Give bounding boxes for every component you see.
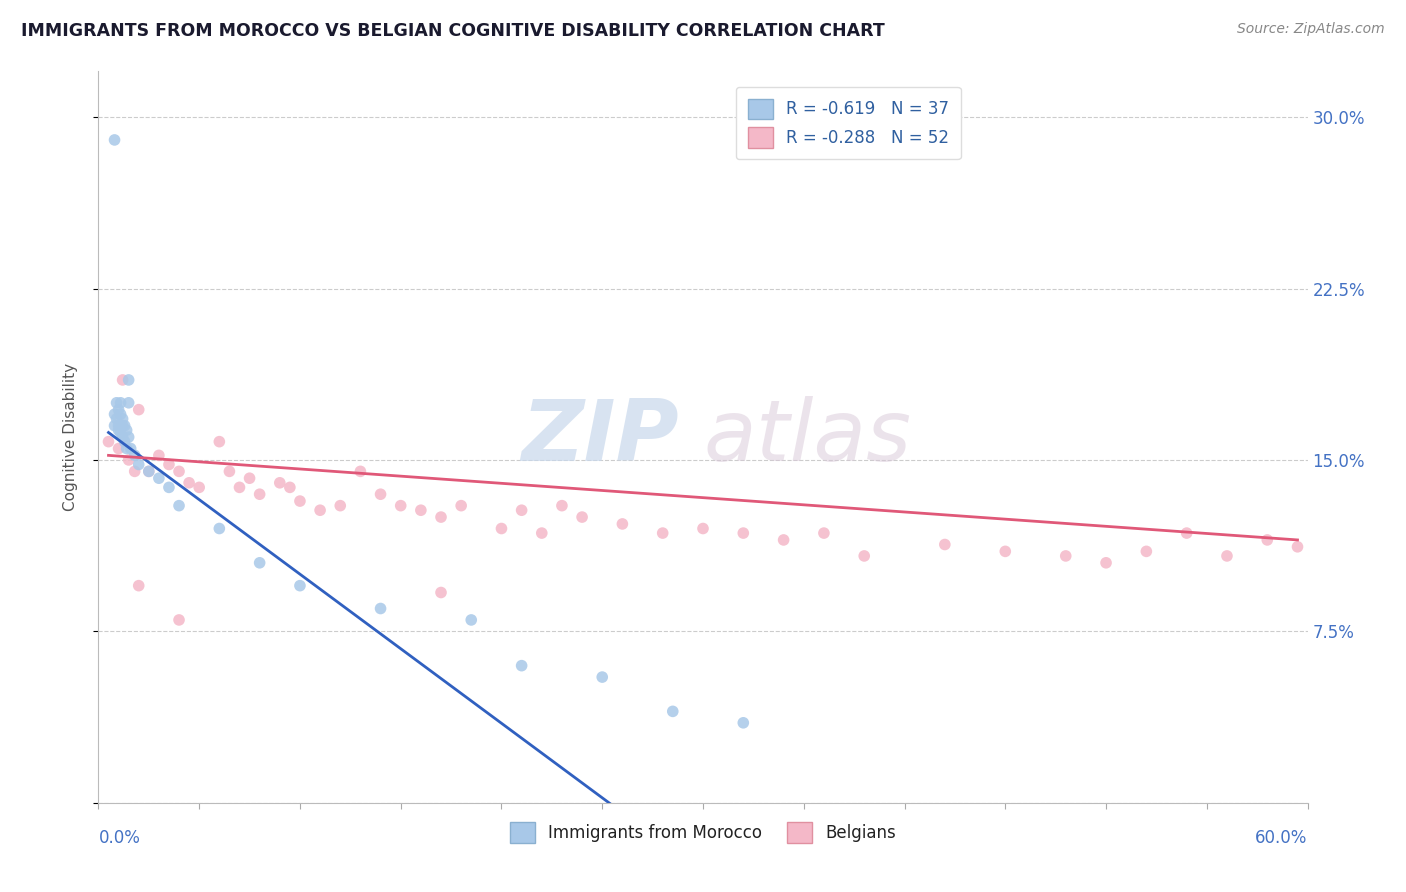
Point xyxy=(1216,549,1239,563)
Point xyxy=(124,464,146,478)
Point xyxy=(167,499,190,513)
Point xyxy=(105,412,128,426)
Point xyxy=(1256,533,1278,547)
Point xyxy=(551,499,574,513)
Point xyxy=(239,471,262,485)
Point xyxy=(110,425,132,440)
Point xyxy=(349,464,371,478)
Point xyxy=(571,510,593,524)
Point xyxy=(118,430,141,444)
Y-axis label: Cognitive Disability: Cognitive Disability xyxy=(63,363,77,511)
Point xyxy=(208,521,231,535)
Point xyxy=(370,487,392,501)
Text: IMMIGRANTS FROM MOROCCO VS BELGIAN COGNITIVE DISABILITY CORRELATION CHART: IMMIGRANTS FROM MOROCCO VS BELGIAN COGNI… xyxy=(21,22,884,40)
Point xyxy=(309,503,332,517)
Text: 0.0%: 0.0% xyxy=(98,829,141,847)
Point xyxy=(813,526,835,541)
Point xyxy=(278,480,301,494)
Point xyxy=(118,396,141,410)
Point xyxy=(370,601,392,615)
Point xyxy=(934,537,956,551)
Point xyxy=(107,402,129,417)
Point xyxy=(148,449,170,463)
Point xyxy=(389,499,412,513)
Point xyxy=(105,396,128,410)
Point xyxy=(138,464,160,478)
Point xyxy=(460,613,482,627)
Point xyxy=(107,442,129,456)
Point xyxy=(288,579,311,593)
Point xyxy=(114,418,136,433)
Point xyxy=(510,503,533,517)
Point xyxy=(612,516,634,531)
Point xyxy=(269,475,291,490)
Point xyxy=(530,526,553,541)
Point xyxy=(128,579,150,593)
Text: atlas: atlas xyxy=(703,395,911,479)
Point xyxy=(994,544,1017,558)
Point xyxy=(288,494,311,508)
Point xyxy=(110,396,132,410)
Point xyxy=(1286,540,1309,554)
Point xyxy=(772,533,794,547)
Point xyxy=(114,434,136,449)
Point xyxy=(591,670,613,684)
Point xyxy=(1054,549,1077,563)
Point xyxy=(179,475,201,490)
Point xyxy=(107,418,129,433)
Text: Source: ZipAtlas.com: Source: ZipAtlas.com xyxy=(1237,22,1385,37)
Point xyxy=(733,715,755,730)
Point xyxy=(115,423,138,437)
Point xyxy=(118,453,141,467)
Point xyxy=(103,418,125,433)
Point xyxy=(124,449,146,463)
Point xyxy=(107,423,129,437)
Point xyxy=(111,373,134,387)
Text: 60.0%: 60.0% xyxy=(1256,829,1308,847)
Point xyxy=(115,442,138,456)
Point xyxy=(111,418,134,433)
Point xyxy=(148,471,170,485)
Point xyxy=(1095,556,1118,570)
Point xyxy=(118,373,141,387)
Point xyxy=(128,458,150,472)
Point xyxy=(167,613,190,627)
Point xyxy=(491,521,513,535)
Point xyxy=(733,526,755,541)
Point xyxy=(450,499,472,513)
Point xyxy=(111,430,134,444)
Point xyxy=(97,434,120,449)
Point xyxy=(249,487,271,501)
Text: ZIP: ZIP xyxy=(522,395,679,479)
Point xyxy=(120,442,142,456)
Point xyxy=(249,556,271,570)
Point xyxy=(111,412,134,426)
Point xyxy=(103,407,125,421)
Point xyxy=(661,705,683,719)
Point xyxy=(430,585,453,599)
Legend: Immigrants from Morocco, Belgians: Immigrants from Morocco, Belgians xyxy=(503,815,903,849)
Point xyxy=(510,658,533,673)
Point xyxy=(651,526,673,541)
Point xyxy=(188,480,211,494)
Point xyxy=(218,464,240,478)
Point xyxy=(409,503,432,517)
Point xyxy=(329,499,352,513)
Point xyxy=(167,464,190,478)
Point xyxy=(103,133,125,147)
Point xyxy=(853,549,876,563)
Point xyxy=(110,407,132,421)
Point xyxy=(430,510,453,524)
Point xyxy=(208,434,231,449)
Point xyxy=(1175,526,1198,541)
Point xyxy=(157,480,180,494)
Point xyxy=(138,464,160,478)
Point xyxy=(1135,544,1157,558)
Point xyxy=(692,521,714,535)
Point xyxy=(157,458,180,472)
Point xyxy=(228,480,250,494)
Point xyxy=(128,402,150,417)
